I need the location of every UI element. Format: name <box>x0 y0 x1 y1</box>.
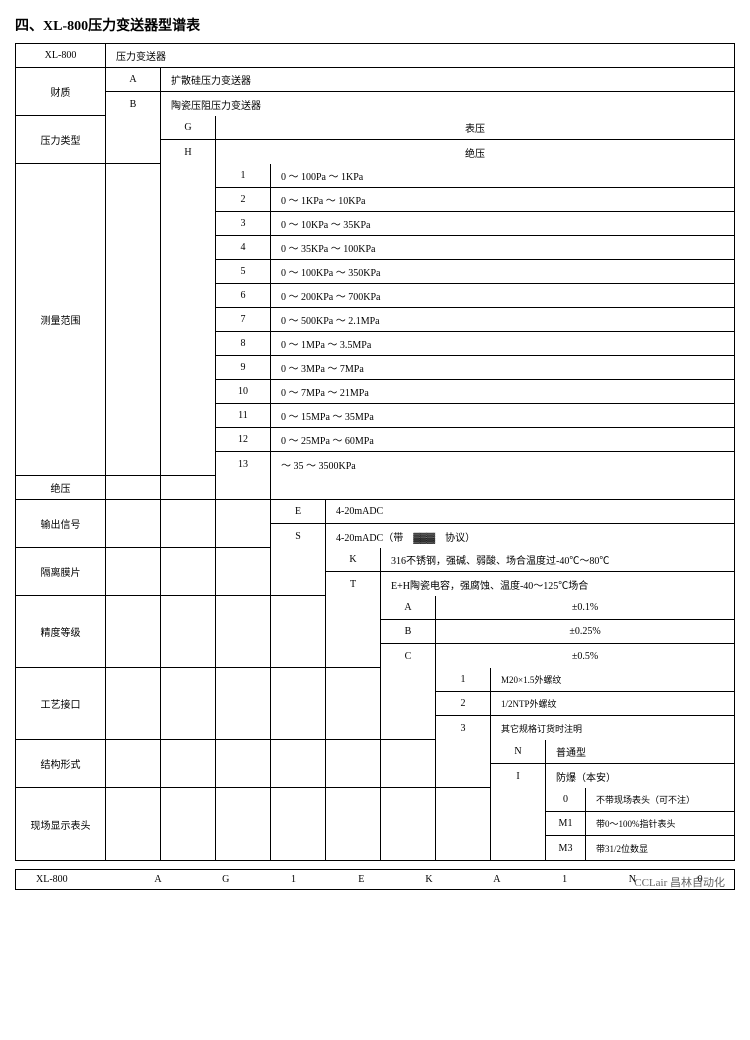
range-label: 测量范围 <box>16 164 106 476</box>
accuracy-code-a: A <box>381 596 436 620</box>
range-desc-8: 0 ～ 1MPa ～ 3.5MPa <box>271 332 734 356</box>
range-code-2: 2 <box>216 188 271 212</box>
material-code-a: A <box>106 68 161 92</box>
structure-code-i: I <box>491 764 546 788</box>
membrane-code-k: K <box>326 548 381 572</box>
accuracy-code-b: B <box>381 620 436 644</box>
range-code-10: 10 <box>216 380 271 404</box>
process-desc-3: 其它规格订货时注明 <box>491 716 734 740</box>
process-desc-1: M20×1.5外螺纹 <box>491 668 734 692</box>
accuracy-label: 精度等级 <box>16 596 106 668</box>
membrane-label: 隔离膜片 <box>16 548 106 596</box>
process-code-3: 3 <box>436 716 491 740</box>
output-desc-e: 4-20mADC <box>326 500 734 524</box>
process-code-2: 2 <box>436 692 491 716</box>
accuracy-desc-a: ±0.1% <box>436 596 734 620</box>
ptype-label: 压力类型 <box>16 116 106 164</box>
process-code-1: 1 <box>436 668 491 692</box>
material-label: 财质 <box>16 68 106 116</box>
range-code-5: 5 <box>216 260 271 284</box>
range-desc-1: 0 ～ 100Pa ～ 1KPa <box>271 164 734 188</box>
range-code-8: 8 <box>216 332 271 356</box>
range-code-4: 4 <box>216 236 271 260</box>
display-desc-m3: 带31/2位数显 <box>586 836 734 860</box>
range-desc-9: 0 ～ 3MPa ～ 7MPa <box>271 356 734 380</box>
ptype-code-h: H <box>161 140 216 164</box>
accuracy-desc-c: ±0.5% <box>436 644 734 668</box>
material-desc-b: 陶瓷压阻压力变送器 <box>161 92 734 116</box>
range-desc-5: 0 ～ 100KPa ～ 350KPa <box>271 260 734 284</box>
range-desc-6: 0 ～ 200KPa ～ 700KPa <box>271 284 734 308</box>
range-code-1: 1 <box>216 164 271 188</box>
output-label: 输出信号 <box>16 500 106 548</box>
range-code-13: 13 <box>216 452 271 476</box>
accuracy-desc-b: ±0.25% <box>436 620 734 644</box>
structure-desc-n: 普通型 <box>546 740 734 764</box>
range-desc-2: 0 ～ 1KPa ～ 10KPa <box>271 188 734 212</box>
range-desc-11: 0 ～ 15MPa ～ 35MPa <box>271 404 734 428</box>
structure-desc-i: 防爆（本安） <box>546 764 734 788</box>
ptype-blank <box>106 116 161 164</box>
ptype-desc-g: 表压 <box>216 116 734 140</box>
range-code-3: 3 <box>216 212 271 236</box>
material-desc-a: 扩散硅压力变送器 <box>161 68 734 92</box>
display-label: 现场显示表头 <box>16 788 106 860</box>
structure-code-n: N <box>491 740 546 764</box>
range-code-11: 11 <box>216 404 271 428</box>
range-desc-10: 0 ～ 7MPa ～ 21MPa <box>271 380 734 404</box>
membrane-desc-k: 316不锈钢，强碱、弱酸、场合温度过-40℃～80℃ <box>381 548 734 572</box>
output-code-s: S <box>271 524 326 548</box>
display-code-0: 0 <box>546 788 586 812</box>
range-blank2 <box>161 164 216 476</box>
header-code: XL-800 <box>16 44 106 68</box>
ptype-code-g: G <box>161 116 216 140</box>
ptype-desc-h: 绝压 <box>216 140 734 164</box>
display-desc-0: 不带现场表头（可不注） <box>586 788 734 812</box>
display-code-m3: M3 <box>546 836 586 860</box>
range-desc-13: ～ 35 ～ 3500KPa <box>271 452 734 476</box>
display-desc-m1: 带0～100%指针表头 <box>586 812 734 836</box>
process-desc-2: 1/2NTP外螺纹 <box>491 692 734 716</box>
range-desc-7: 0 ～ 500KPa ～ 2.1MPa <box>271 308 734 332</box>
range-code-12: 12 <box>216 428 271 452</box>
range-desc-3: 0 ～ 10KPa ～ 35KPa <box>271 212 734 236</box>
display-code-m1: M1 <box>546 812 586 836</box>
process-label: 工艺接口 <box>16 668 106 740</box>
range-code-7: 7 <box>216 308 271 332</box>
structure-label: 结构形式 <box>16 740 106 788</box>
abs-label: 绝压 <box>16 476 106 500</box>
range-desc-12: 0 ～ 25MPa ～ 60MPa <box>271 428 734 452</box>
watermark: CCLair 昌林自动化 <box>15 874 735 890</box>
header-name: 压力变送器 <box>106 44 734 68</box>
material-code-b: B <box>106 92 161 116</box>
range-desc-4: 0 ～ 35KPa ～ 100KPa <box>271 236 734 260</box>
output-desc-s: 4-20mADC（带 ▓▓▓ 协议） <box>326 524 734 548</box>
membrane-code-t: T <box>326 572 381 596</box>
range-blank1 <box>106 164 161 476</box>
range-code-6: 6 <box>216 284 271 308</box>
page-title: 四、XL-800压力变送器型谱表 <box>15 15 735 35</box>
output-code-e: E <box>271 500 326 524</box>
spec-table: XL-800 压力变送器 财质 A 扩散硅压力变送器 B 陶瓷压阻压力变送器 压… <box>15 43 735 861</box>
accuracy-code-c: C <box>381 644 436 668</box>
membrane-desc-t: E+H陶瓷电容，强腐蚀、温度-40～125℃场合 <box>381 572 734 596</box>
range-code-9: 9 <box>216 356 271 380</box>
